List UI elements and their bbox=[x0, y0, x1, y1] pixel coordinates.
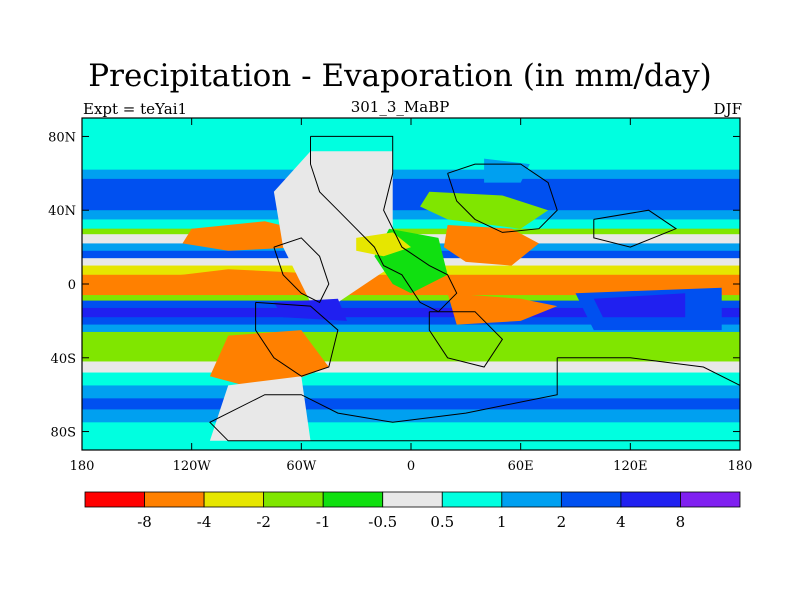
contour-region bbox=[273, 151, 393, 303]
x-tick-label: 120W bbox=[173, 459, 212, 474]
colorbar-label: 2 bbox=[557, 513, 567, 531]
contour-region bbox=[443, 225, 539, 266]
coastline bbox=[310, 135, 458, 313]
colorbar-box bbox=[84, 491, 145, 508]
zonal-band bbox=[82, 210, 740, 221]
colorbar-label: 0.5 bbox=[430, 513, 454, 531]
colorbar-label: -8 bbox=[137, 513, 152, 531]
zonal-band bbox=[82, 324, 740, 333]
y-tick-label: 80N bbox=[48, 130, 76, 145]
colorbar-label: 1 bbox=[497, 513, 507, 531]
zonal-band bbox=[82, 398, 740, 411]
colorbar-box bbox=[441, 491, 503, 508]
coastline bbox=[209, 357, 740, 442]
y-tick-label: 0 bbox=[68, 278, 76, 293]
contour-region bbox=[136, 269, 320, 296]
zonal-band bbox=[82, 169, 740, 180]
contour-region bbox=[182, 221, 311, 251]
colorbar-box bbox=[620, 491, 681, 508]
colorbar-box bbox=[144, 491, 205, 508]
season-label: DJF bbox=[713, 100, 742, 118]
colorbar-label: -2 bbox=[256, 513, 271, 531]
zonal-band bbox=[82, 409, 740, 423]
y-tick-label: 80S bbox=[51, 426, 76, 441]
x-tick-label: 120E bbox=[613, 459, 647, 474]
zonal-band bbox=[82, 228, 740, 235]
zonal-band bbox=[82, 300, 740, 309]
coastline bbox=[273, 237, 330, 304]
contour-region bbox=[447, 293, 558, 325]
coastline bbox=[593, 209, 678, 248]
zonal-band bbox=[82, 361, 740, 374]
colorbar-box bbox=[263, 491, 324, 508]
y-tick-label: 40N bbox=[48, 204, 76, 219]
colorbar-box bbox=[501, 491, 562, 508]
coastline bbox=[255, 301, 339, 377]
contour-field bbox=[82, 118, 740, 450]
coastline bbox=[447, 163, 558, 233]
chart-title: Precipitation - Evaporation (in mm/day) bbox=[88, 58, 712, 94]
coastline bbox=[428, 311, 504, 368]
zonal-band bbox=[82, 317, 740, 326]
colorbar-label: -0.5 bbox=[368, 513, 397, 531]
contour-region bbox=[273, 298, 347, 321]
y-tick-label: 40S bbox=[51, 352, 76, 367]
zonal-band bbox=[82, 307, 740, 318]
x-tick-label: 180 bbox=[70, 459, 95, 474]
x-tick-label: 60E bbox=[508, 459, 534, 474]
colorbar-box bbox=[680, 491, 741, 508]
colorbar-label: 8 bbox=[676, 513, 686, 531]
contour-region bbox=[420, 191, 549, 229]
colorbar-box bbox=[322, 491, 384, 508]
colorbar-label: -4 bbox=[197, 513, 212, 531]
zonal-band bbox=[82, 295, 740, 302]
colorbar-box bbox=[203, 491, 265, 508]
contour-region bbox=[209, 330, 329, 391]
contour-region bbox=[209, 376, 311, 441]
zonal-band bbox=[82, 154, 740, 171]
colorbar-box bbox=[382, 491, 443, 508]
zonal-band bbox=[82, 331, 740, 355]
colorbar-label: 4 bbox=[616, 513, 626, 531]
zonal-band bbox=[82, 372, 740, 387]
zonal-band bbox=[82, 178, 740, 202]
coastlines bbox=[209, 135, 740, 442]
colorbar-label: -1 bbox=[316, 513, 331, 531]
time-label: 301_3_MaBP bbox=[350, 98, 450, 116]
contour-region bbox=[593, 293, 686, 318]
x-tick-label: 180 bbox=[728, 459, 753, 474]
zonal-band bbox=[82, 201, 740, 211]
zonal-band bbox=[82, 219, 740, 230]
colorbar-box bbox=[560, 491, 622, 508]
axes: 180 120W 60W 0 60E 120E 180 80N 40N 0 40S 80S bbox=[48, 118, 752, 474]
zonal-band bbox=[82, 354, 740, 363]
colorbar: -8 -4 -2 -1 -0.5 0.5 1 2 4 8 bbox=[84, 491, 741, 531]
x-tick-label: 0 bbox=[407, 459, 415, 474]
zonal-band bbox=[82, 385, 740, 399]
x-tick-label: 60W bbox=[286, 459, 317, 474]
experiment-label: Expt = teYai1 bbox=[83, 100, 188, 118]
